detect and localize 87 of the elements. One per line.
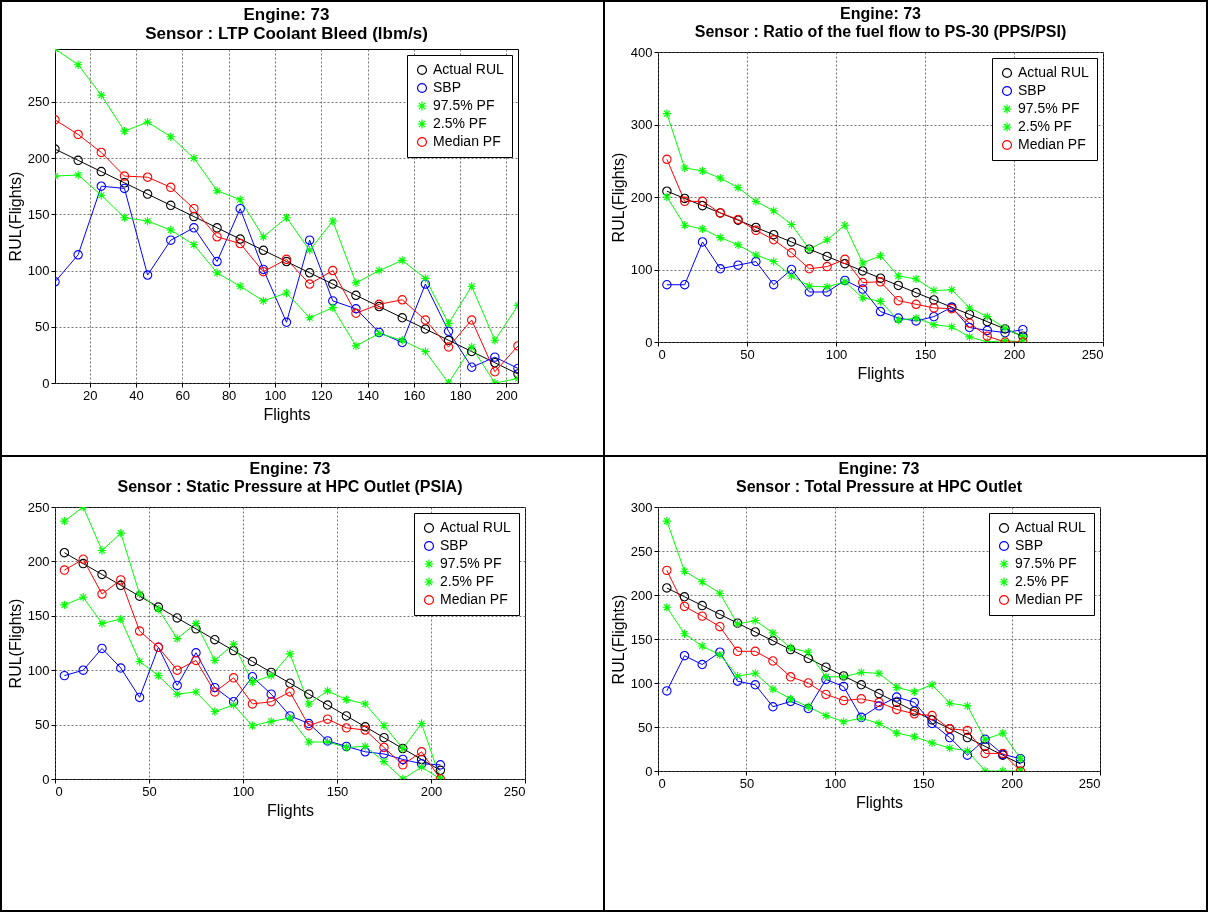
y-tick-label: 150 [27,206,50,222]
legend-label: Actual RUL [1018,64,1090,80]
x-tick-label: 50 [740,346,755,362]
x-tick-label: 80 [221,387,237,403]
x-tick-label: 60 [175,387,191,403]
chart-title: Engine: 73 [243,5,330,24]
y-axis-title: RUL(Flights) [6,171,24,262]
x-tick-label: 250 [503,783,526,799]
chart-subtitle: Sensor : Static Pressure at HPC Outlet (PSIA) [117,478,463,495]
x-tick-label: 40 [129,387,144,403]
y-tick-label: 300 [630,499,653,515]
y-tick-label: 100 [630,675,653,691]
chart-subtitle: Sensor : LTP Coolant Bleed (lbm/s) [145,24,428,43]
legend-label: 2.5% PF [1015,573,1069,589]
legend-label: 97.5% PF [433,97,495,113]
y-tick-label: 300 [630,117,653,132]
x-tick-label: 140 [357,387,379,403]
x-axis-title: Flights [857,364,905,382]
x-axis-title: Flights [266,801,315,819]
x-tick-label: 120 [310,387,333,403]
x-tick-label: 0 [55,783,63,799]
x-tick-label: 150 [326,783,349,799]
chart-subtitle: Sensor : Total Pressure at HPC Outlet [736,478,1023,495]
chart-subtitle: Sensor : Ratio of the fuel flow to PS-30 (PPS/PSI) [694,23,1067,40]
legend-label: Median PF [440,591,508,607]
legend-label: Median PF [1018,136,1086,152]
y-tick-label: 400 [630,44,653,60]
x-axis-title: Flights [263,405,311,423]
y-axis-title: RUL(Flights) [609,152,627,243]
y-tick-label: 200 [630,587,653,603]
legend-label: Actual RUL [440,519,512,535]
x-tick-label: 0 [658,346,666,362]
x-tick-label: 150 [914,346,937,362]
legend-label: Actual RUL [1015,519,1087,535]
x-tick-label: 200 [420,783,443,799]
x-tick-label: 200 [496,387,518,403]
y-tick-label: 200 [27,150,50,166]
legend-label: Median PF [433,133,501,149]
y-tick-label: 250 [27,499,50,515]
y-tick-label: 250 [630,543,653,559]
y-tick-label: 100 [27,263,50,279]
chart-title: Engine: 73 [249,460,331,477]
x-tick-label: 0 [658,775,666,791]
legend-label: 2.5% PF [440,573,494,589]
x-tick-label: 160 [403,387,426,403]
y-tick-label: 0 [645,763,653,779]
y-tick-label: 100 [27,662,50,678]
legend-label: 97.5% PF [1015,555,1077,571]
x-tick-label: 100 [825,346,848,362]
legend-label: SBP [1018,82,1047,98]
legend-label: SBP [1015,537,1044,553]
legend-label: SBP [433,79,462,95]
chart-title: Engine: 73 [838,460,920,477]
y-tick-label: 200 [630,189,653,205]
y-tick-label: 200 [27,553,50,569]
y-tick-label: 0 [42,375,50,391]
x-tick-label: 100 [824,775,847,791]
legend-label: 2.5% PF [1018,118,1072,134]
chart-title: Engine: 73 [840,5,922,22]
x-tick-label: 200 [1003,346,1026,362]
y-tick-label: 100 [630,262,653,277]
x-tick-label: 180 [449,387,472,403]
x-tick-label: 100 [264,387,287,403]
y-axis-title: RUL(Flights) [6,598,24,689]
y-tick-label: 50 [638,719,653,735]
x-tick-label: 50 [142,783,157,799]
y-tick-label: 150 [27,608,50,624]
y-tick-label: 50 [35,319,50,335]
y-tick-label: 250 [27,94,50,110]
x-tick-label: 50 [739,775,755,791]
x-tick-label: 150 [912,775,935,791]
legend-label: Median PF [1015,591,1083,607]
y-axis-title: RUL(Flights) [609,594,627,685]
legend-label: Actual RUL [433,61,505,77]
legend-label: 97.5% PF [440,555,502,571]
x-tick-label: 250 [1078,775,1101,791]
legend-label: 97.5% PF [1018,100,1080,116]
x-axis-title: Flights [855,793,904,811]
y-tick-label: 0 [645,334,653,350]
x-tick-label: 200 [1001,775,1023,791]
legend-label: SBP [440,537,469,553]
y-tick-label: 150 [630,631,653,647]
legend-label: 2.5% PF [433,115,487,131]
y-tick-label: 50 [35,717,50,733]
x-tick-label: 20 [82,387,98,403]
x-tick-label: 250 [1081,346,1104,362]
x-tick-label: 100 [232,783,255,799]
